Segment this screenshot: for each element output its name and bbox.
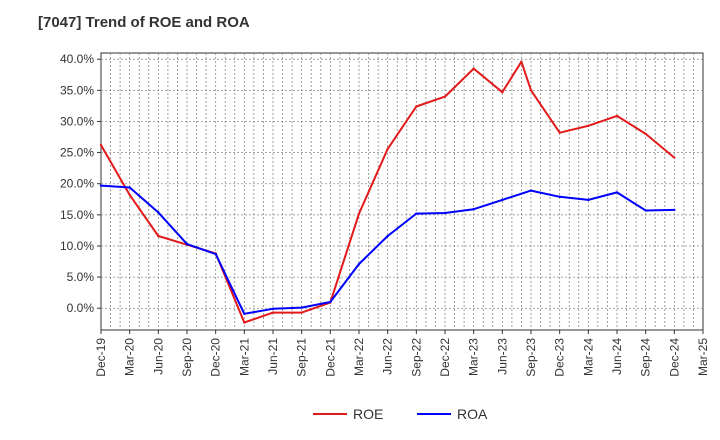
data-point-roe bbox=[99, 143, 103, 147]
data-point-roe bbox=[558, 131, 561, 134]
data-point-roe bbox=[300, 311, 303, 314]
y-axis-ticks: 0.0% 5.0% 10.0% 15.0% 20.0% 25.0% 30.0% 35.0% 40… bbox=[60, 52, 101, 315]
data-point-roa bbox=[615, 191, 619, 194]
x-tick-label: Mar-23 bbox=[467, 338, 481, 376]
data-point-roe bbox=[501, 91, 504, 94]
y-tick-label: 10.0% bbox=[60, 239, 94, 253]
data-point-roe bbox=[644, 132, 647, 136]
legend: ROE ROA bbox=[313, 406, 488, 422]
data-point-roe bbox=[472, 67, 475, 70]
data-point-roa bbox=[501, 198, 504, 202]
data-point-roe bbox=[415, 105, 418, 108]
legend-label-roa: ROA bbox=[457, 406, 488, 422]
data-point-roa bbox=[386, 234, 389, 238]
x-tick-label: Dec-20 bbox=[209, 338, 223, 377]
y-tick-label: 30.0% bbox=[60, 114, 94, 128]
x-axis-ticks: Dec-19 Mar-20 Jun-20 Sep-20 Dec-20 Mar-21 Jun-… bbox=[94, 330, 710, 377]
x-tick-label: Dec-19 bbox=[94, 338, 108, 377]
data-point-roe bbox=[357, 212, 361, 215]
data-point-roa bbox=[329, 300, 332, 304]
y-tick-label: 40.0% bbox=[60, 52, 94, 66]
x-tick-label: Dec-23 bbox=[553, 338, 567, 377]
data-point-roe bbox=[520, 60, 523, 63]
data-point-roe bbox=[529, 89, 533, 92]
data-point-roa bbox=[300, 306, 303, 309]
data-point-roa bbox=[558, 195, 561, 198]
data-point-roa bbox=[644, 209, 647, 212]
data-point-roe bbox=[443, 95, 447, 98]
data-point-roa bbox=[415, 212, 418, 215]
data-point-roe bbox=[128, 193, 131, 197]
x-tick-label: Mar-20 bbox=[123, 338, 137, 376]
data-point-roa bbox=[673, 208, 676, 212]
x-tick-label: Sep-21 bbox=[295, 338, 309, 377]
data-point-roa bbox=[243, 312, 246, 315]
x-tick-label: Jun-24 bbox=[610, 338, 624, 375]
data-point-roa bbox=[472, 208, 475, 211]
y-tick-label: 20.0% bbox=[60, 177, 94, 191]
data-point-roe bbox=[243, 321, 246, 324]
data-point-roe bbox=[271, 311, 275, 314]
data-point-roa bbox=[128, 186, 131, 189]
x-tick-label: Mar-24 bbox=[581, 338, 595, 376]
x-tick-label: Sep-24 bbox=[639, 338, 653, 377]
data-point-roa bbox=[157, 211, 160, 214]
y-tick-label: 35.0% bbox=[60, 83, 94, 97]
legend-label-roe: ROE bbox=[353, 406, 383, 422]
y-tick-label: 15.0% bbox=[60, 208, 94, 222]
x-tick-label: Mar-25 bbox=[696, 338, 710, 376]
x-tick-label: Dec-24 bbox=[667, 338, 681, 377]
x-tick-label: Sep-22 bbox=[409, 338, 423, 377]
data-point-roa bbox=[99, 184, 103, 187]
x-tick-label: Mar-22 bbox=[352, 338, 366, 376]
data-point-roe bbox=[386, 147, 389, 151]
x-tick-label: Mar-21 bbox=[237, 338, 251, 376]
data-point-roe bbox=[587, 124, 590, 128]
x-tick-label: Dec-22 bbox=[438, 338, 452, 377]
x-tick-label: Jun-21 bbox=[266, 338, 280, 375]
data-point-roa bbox=[587, 198, 590, 202]
x-tick-label: Dec-21 bbox=[323, 338, 337, 377]
data-point-roa bbox=[529, 189, 533, 192]
x-tick-label: Sep-23 bbox=[524, 338, 538, 377]
data-point-roe bbox=[673, 156, 676, 159]
chart-title: [7047] Trend of ROE and ROA bbox=[38, 14, 250, 31]
x-tick-label: Jun-22 bbox=[381, 338, 395, 375]
data-point-roa bbox=[185, 242, 189, 246]
x-tick-label: Jun-20 bbox=[151, 338, 165, 375]
data-point-roa bbox=[271, 307, 275, 310]
y-tick-label: 5.0% bbox=[67, 270, 95, 284]
x-tick-label: Sep-20 bbox=[180, 338, 194, 377]
plot-area bbox=[100, 52, 704, 331]
y-tick-label: 25.0% bbox=[60, 146, 94, 160]
data-point-roe bbox=[615, 114, 619, 118]
data-point-roe bbox=[157, 234, 160, 238]
y-tick-label: 0.0% bbox=[67, 301, 95, 315]
data-point-roa bbox=[443, 211, 447, 215]
x-tick-label: Jun-23 bbox=[495, 338, 509, 375]
series-lines bbox=[99, 60, 676, 324]
data-point-roa bbox=[214, 252, 217, 256]
data-point-roa bbox=[357, 262, 361, 266]
